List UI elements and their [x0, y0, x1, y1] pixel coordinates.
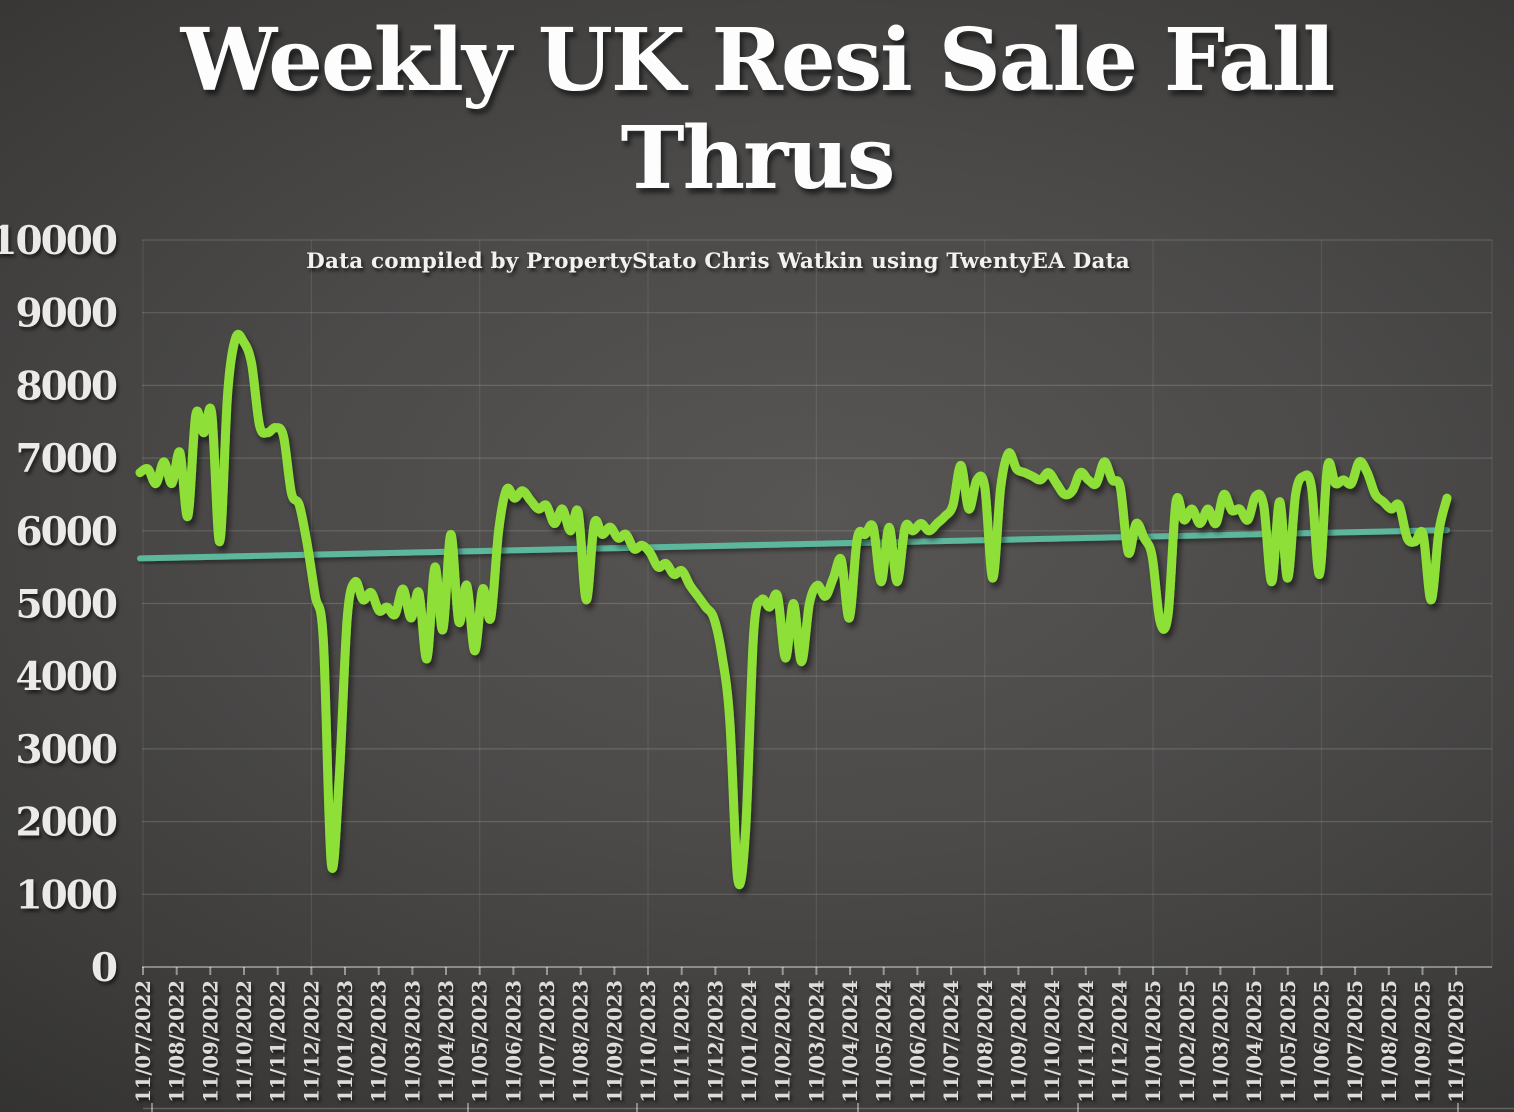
y-axis-tick-label: 9000 [15, 291, 116, 337]
x-axis-tick-label: 11/07/2024 [940, 980, 963, 1103]
x-axis-tick-label: 11/09/2022 [199, 980, 222, 1103]
x-axis-tick-label: 11/10/2025 [1445, 980, 1468, 1103]
x-axis-tick-label: 11/08/2022 [166, 980, 189, 1103]
title-line-2: Thrus [620, 108, 896, 210]
x-axis-tick-label: 11/03/2023 [401, 980, 424, 1103]
y-axis-labels: 0 1000 2000 3000 4000 5000 6000 7000 8000 9000 100… [0, 218, 119, 991]
x-axis-tick-label: 11/11/2024 [1075, 980, 1098, 1103]
x-axis-tick-label: 11/12/2022 [300, 980, 323, 1103]
x-axis-tick-label: 11/09/2023 [603, 980, 626, 1103]
x-axis-tick-label: 11/05/2023 [469, 980, 492, 1103]
x-axis-tick-label: 11/01/2025 [1142, 980, 1165, 1103]
x-axis-tick-label: 11/12/2024 [1108, 980, 1131, 1103]
x-axis-tick-label: 11/12/2023 [704, 980, 727, 1103]
x-axis-tick-label: 11/08/2025 [1378, 980, 1401, 1103]
vertical-gridlines [142, 240, 1493, 967]
x-axis-tick-label: 11/01/2023 [334, 980, 357, 1103]
x-axis-tick-label: 11/02/2023 [368, 980, 391, 1103]
x-axis-tick-label: 11/03/2025 [1209, 980, 1232, 1103]
y-axis-tick-label: 4000 [15, 654, 116, 700]
page-title: Weekly UK Resi Sale Fall Thrus [0, 10, 1514, 210]
y-axis-tick-label: 5000 [15, 582, 116, 628]
x-axis-tick-label: 11/01/2024 [738, 980, 761, 1103]
x-axis-baseline-and-ticks [142, 966, 1492, 975]
data-series-line [135, 329, 1452, 890]
x-axis-tick-label: 11/10/2023 [637, 980, 660, 1103]
x-axis-tick-label: 11/05/2025 [1277, 980, 1300, 1103]
x-axis-tick-label: 11/10/2022 [233, 980, 256, 1103]
x-axis-tick-label: 11/02/2025 [1176, 980, 1199, 1103]
x-axis-tick-label: 11/02/2024 [772, 980, 795, 1103]
x-axis-tick-label: 11/04/2024 [839, 980, 862, 1103]
x-axis-tick-label: 11/04/2023 [435, 980, 458, 1103]
y-axis-tick-label: 7000 [15, 436, 116, 482]
x-axis-tick-label: 11/11/2023 [671, 980, 694, 1103]
x-axis-tick-label: 11/06/2023 [502, 980, 525, 1103]
x-axis-tick-label: 11/07/2022 [132, 980, 155, 1103]
y-axis-tick-label: 8000 [15, 363, 116, 409]
x-axis-tick-label: 11/08/2023 [570, 980, 593, 1103]
bottom-ruler [143, 1103, 1514, 1112]
x-axis-tick-label: 11/09/2025 [1412, 980, 1435, 1103]
y-axis-tick-label: 0 [91, 945, 117, 991]
x-axis-tick-label: 11/03/2024 [805, 980, 828, 1103]
y-axis-tick-label: 1000 [15, 872, 116, 918]
y-axis-tick-label: 3000 [15, 727, 116, 773]
x-axis-tick-label: 11/07/2025 [1344, 980, 1367, 1103]
x-axis-tick-label: 11/11/2022 [267, 980, 290, 1103]
x-axis-tick-label: 11/04/2025 [1243, 980, 1266, 1103]
x-axis-tick-label: 11/08/2024 [974, 980, 997, 1103]
x-axis-tick-label: 11/05/2024 [873, 980, 896, 1103]
y-axis-tick-label: 2000 [15, 800, 116, 846]
x-axis-tick-label: 11/09/2024 [1007, 980, 1030, 1103]
x-axis-tick-label: 11/06/2025 [1311, 980, 1334, 1103]
y-axis-tick-label: 10000 [0, 218, 117, 264]
title-line-1: Weekly UK Resi Sale Fall [180, 10, 1336, 111]
y-axis-tick-label: 6000 [15, 509, 116, 555]
x-axis-tick-label: 11/06/2024 [906, 980, 929, 1103]
x-axis-labels: 11/07/2022 11/08/2022 11/09/2022 11/10/2022… [132, 980, 1468, 1103]
x-axis-tick-label: 11/10/2024 [1041, 980, 1064, 1103]
trend-line [137, 527, 1450, 562]
chart-subtitle: Data compiled by PropertyStato Chris Wat… [306, 249, 1130, 274]
x-axis-tick-label: 11/07/2023 [536, 980, 559, 1103]
